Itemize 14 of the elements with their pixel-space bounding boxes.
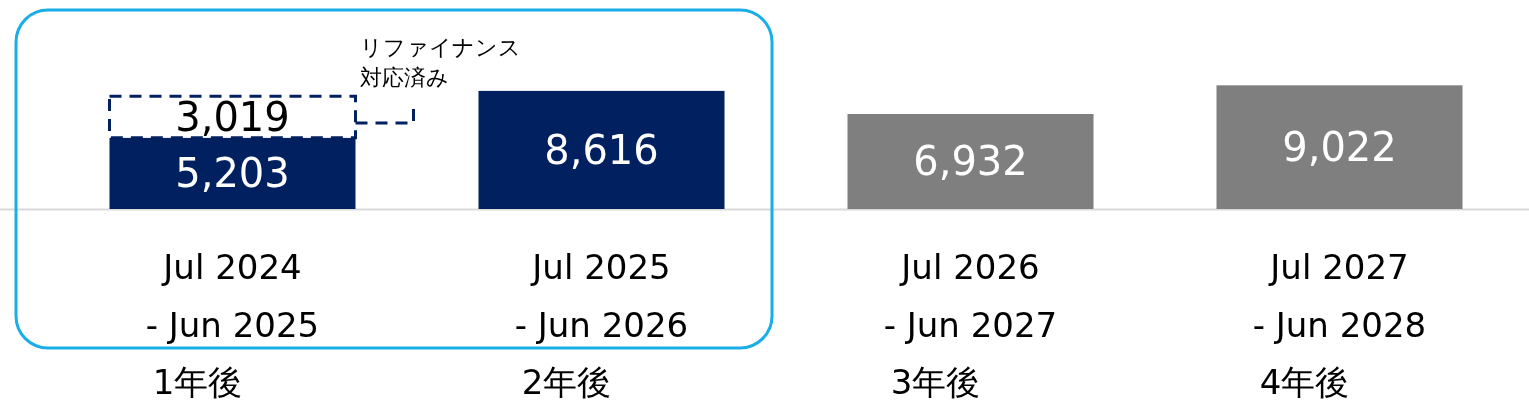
bar	[1216, 85, 1463, 209]
annotation: 対応済み	[359, 64, 449, 90]
x-tick-label: Jul 2026 - Jun 2027 3年後	[883, 247, 1058, 402]
data-label: 8,616	[544, 126, 659, 173]
bar	[478, 90, 725, 209]
x-tick-label: Jul 2025 - Jun 2026 2年後	[514, 247, 689, 402]
x-tick-label: Jul 2024 - Jun 2025 1年後	[145, 247, 320, 402]
data-label: 9,022	[1282, 124, 1397, 171]
text: リファイナンス	[359, 34, 521, 60]
data-label: 6,932	[913, 138, 1028, 185]
bar	[847, 113, 1094, 209]
data-label: 3,019	[175, 93, 290, 140]
x-tick-label: Jul 2027 - Jun 2028 4年後	[1252, 247, 1427, 402]
data-label: 5,203	[175, 150, 290, 197]
